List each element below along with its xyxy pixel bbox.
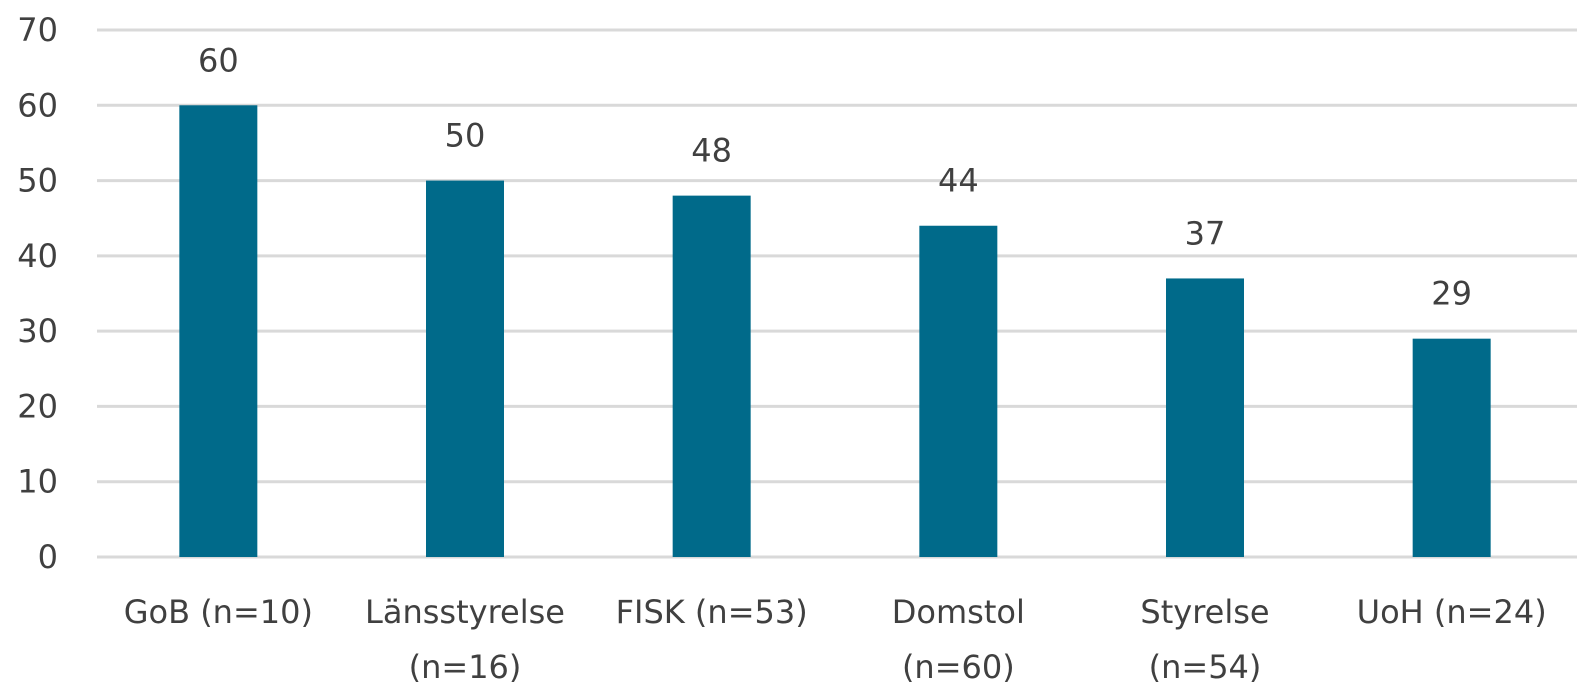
data-label-5: 29 <box>1431 275 1472 313</box>
y-tick-label-20: 20 <box>17 387 58 425</box>
data-labels: 60 50 48 44 37 29 <box>198 41 1472 312</box>
y-tick-label-60: 60 <box>17 86 58 124</box>
category-label-1-line-1: (n=16) <box>409 648 522 686</box>
bar-1 <box>426 180 504 558</box>
bar-0 <box>179 105 258 558</box>
category-label-3-line-0: Domstol <box>892 593 1025 631</box>
x-axis-category-labels: GoB (n=10) Länsstyrelse (n=16) FISK (n=53) D… <box>124 593 1547 686</box>
data-label-4: 37 <box>1185 214 1226 252</box>
data-label-3: 44 <box>938 162 979 200</box>
category-label-5: UoH (n=24) <box>1357 593 1547 631</box>
category-label-4-line-1: (n=54) <box>1149 648 1262 686</box>
category-label-1-line-0: Länsstyrelse <box>365 593 565 631</box>
gridlines <box>97 28 1577 559</box>
category-label-3-line-1: (n=60) <box>902 648 1015 686</box>
bar-4 <box>1166 278 1244 557</box>
data-label-1: 50 <box>445 117 486 155</box>
y-tick-label-30: 30 <box>17 312 58 350</box>
y-tick-label-0: 0 <box>38 538 58 576</box>
y-tick-label-50: 50 <box>17 162 58 200</box>
y-tick-label-70: 70 <box>17 11 58 49</box>
bar-2 <box>672 195 751 557</box>
y-axis-tick-labels: 0 10 20 30 40 50 60 70 <box>17 11 58 576</box>
y-tick-label-10: 10 <box>17 463 58 501</box>
data-label-2: 48 <box>691 132 732 170</box>
data-label-0: 60 <box>198 41 239 79</box>
category-label-2: FISK (n=53) <box>616 593 808 631</box>
bar-5 <box>1412 338 1491 557</box>
bar-3 <box>919 225 998 557</box>
category-label-4-line-0: Styrelse <box>1140 593 1269 631</box>
y-tick-label-40: 40 <box>17 237 58 275</box>
category-label-0: GoB (n=10) <box>124 593 313 631</box>
bars <box>179 105 1491 558</box>
